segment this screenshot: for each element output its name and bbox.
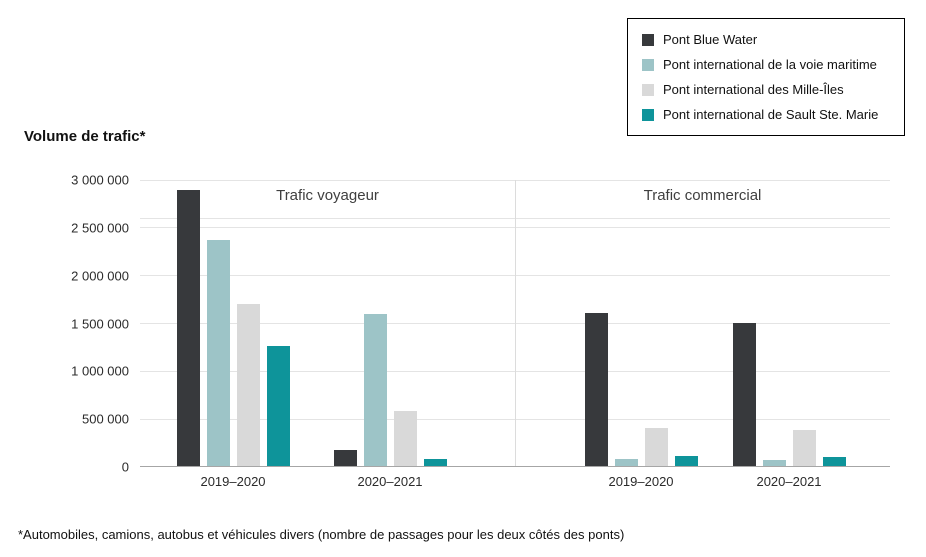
x-tick-label: 2020–2021 [756, 474, 822, 489]
section-divider [515, 180, 516, 466]
bar-pont-international-de-la-voie-maritime [363, 314, 387, 466]
bar-pont-blue-water [732, 323, 756, 466]
bar-pont-international-de-sault-ste-marie [266, 346, 290, 466]
y-tick-label: 2 500 000 [71, 220, 129, 236]
bar-pont-blue-water [333, 450, 357, 466]
legend-swatch-icon [642, 33, 654, 46]
bar-pont-blue-water [584, 313, 608, 466]
legend-item: Pont Blue Water [642, 32, 890, 47]
bar-pont-international-de-la-voie-maritime [206, 240, 230, 466]
y-tick-label: 2 000 000 [71, 268, 129, 284]
legend-label: Pont international des Mille-Îles [663, 82, 844, 97]
footnote: *Automobiles, camions, autobus et véhicu… [18, 527, 625, 542]
bar-pont-international-des-mille-les [792, 430, 816, 466]
bar-pont-international-de-sault-ste-marie [822, 457, 846, 466]
legend-label: Pont international de Sault Ste. Marie [663, 107, 879, 122]
bar-pont-international-des-mille-les [644, 428, 668, 466]
plot-area: 0 500 000 1 000 000 1 500 000 2 000 000 2 500… [71, 173, 890, 489]
legend-label: Pont international de la voie maritime [663, 57, 877, 72]
legend-label: Pont Blue Water [663, 32, 758, 47]
section-label-trafic-commercial: Trafic commercial [643, 187, 762, 204]
bar-pont-blue-water [176, 190, 200, 466]
x-tick-label: 2020–2021 [357, 474, 423, 489]
y-tick-label: 1 000 000 [71, 363, 129, 379]
y-tick-label: 0 [121, 459, 129, 475]
chart-title: Volume de trafic* [24, 128, 146, 145]
section-label-trafic-voyageur: Trafic voyageur [276, 187, 379, 204]
legend-item: Pont international de la voie maritime [642, 57, 890, 72]
bar-pont-international-de-la-voie-maritime [762, 460, 786, 466]
x-tick-label: 2019–2020 [608, 474, 674, 489]
legend-swatch-icon [642, 108, 654, 121]
legend-swatch-icon [642, 58, 654, 71]
y-tick-label: 1 500 000 [71, 316, 129, 331]
legend: Pont Blue Water Pont international de la … [627, 18, 905, 136]
legend-item: Pont international de Sault Ste. Marie [642, 107, 890, 122]
x-tick-label: 2019–2020 [200, 474, 266, 489]
y-tick-label: 500 000 [82, 411, 129, 427]
bar-pont-international-des-mille-les [393, 411, 417, 466]
y-tick-label: 3 000 000 [71, 172, 129, 188]
bar-pont-international-de-sault-ste-marie [674, 456, 698, 466]
bar-pont-international-des-mille-les [236, 304, 260, 466]
bar-pont-international-de-sault-ste-marie [423, 459, 447, 466]
legend-item: Pont international des Mille-Îles [642, 82, 890, 97]
legend-swatch-icon [642, 83, 654, 96]
bar-pont-international-de-la-voie-maritime [614, 459, 638, 466]
